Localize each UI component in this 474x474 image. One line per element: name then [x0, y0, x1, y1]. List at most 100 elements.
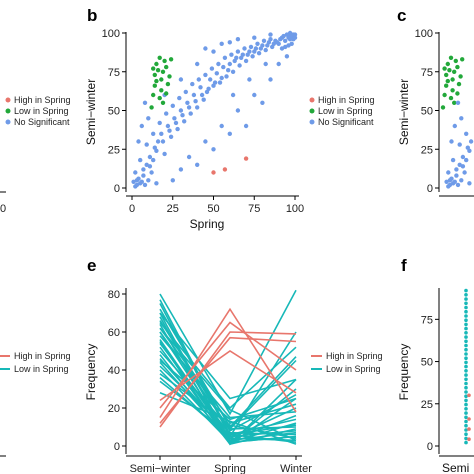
strip-point [464, 385, 468, 390]
strip-point [464, 419, 468, 424]
scatter-point [196, 77, 201, 82]
scatter-point [271, 41, 276, 46]
strip-point [464, 390, 468, 394]
y-tick-label: 25 [108, 144, 120, 156]
scatter-point [243, 156, 249, 161]
scatter-point [147, 164, 153, 169]
scatter-point [211, 170, 216, 175]
scatter-point [247, 77, 252, 82]
strip-point [464, 356, 468, 361]
scatter-point [243, 123, 249, 129]
scatter-point [263, 61, 268, 67]
scatter-point [286, 43, 291, 48]
y-tick-label: 50 [421, 106, 433, 118]
scatter-point [452, 179, 457, 184]
scatter-point [283, 44, 288, 50]
series-line [159, 350, 297, 402]
scatter-point [230, 92, 236, 98]
legend-label-low: Low in Spring [326, 364, 381, 374]
scatter-point [203, 72, 208, 78]
scatter-point [447, 178, 453, 183]
scatter-point [160, 100, 166, 106]
scatter-point [206, 86, 211, 92]
legend-swatch-low [309, 108, 315, 114]
scatter-point [198, 85, 203, 90]
series-line [159, 336, 297, 424]
scatter-point [186, 154, 192, 160]
scatter-point [219, 41, 224, 46]
scatter-point [157, 120, 162, 126]
scatter-point [457, 142, 462, 147]
scatter-point [142, 182, 148, 188]
scatter-point [154, 148, 159, 153]
scatter-point [222, 55, 228, 60]
scatter-point [160, 69, 166, 75]
scatter-point [235, 49, 241, 54]
strip-point [464, 394, 468, 399]
scatter-point [154, 78, 159, 84]
scatter-point [453, 58, 458, 64]
y-tick-label: 0 [427, 441, 433, 453]
scatter-point [190, 81, 195, 87]
scatter-point [219, 123, 224, 129]
scatter-point [265, 43, 270, 48]
scatter-point [445, 61, 450, 67]
panel-a-legend: High in Spring Low in Spring No Signific… [5, 95, 71, 127]
scatter-point [138, 157, 143, 163]
scatter-point [201, 97, 206, 102]
y-tick-label: 80 [108, 289, 120, 301]
scatter-point [164, 91, 169, 96]
series-line [159, 321, 297, 410]
scatter-point [458, 74, 463, 79]
x-tick-label: 50 [207, 203, 219, 215]
scatter-point [180, 113, 185, 118]
scatter-point [448, 95, 454, 101]
scatter-point [467, 148, 472, 153]
strip-point [464, 360, 468, 365]
y-tick-label: 0 [427, 183, 433, 195]
scatter-point [232, 58, 237, 64]
scatter-point [221, 64, 226, 70]
scatter-point [151, 131, 156, 136]
scatter-point [462, 170, 467, 175]
scatter-point [178, 77, 184, 82]
scatter-point [165, 123, 171, 129]
scatter-point [160, 139, 166, 144]
scatter-point [195, 61, 200, 67]
strip-point [464, 364, 468, 369]
panel-c-y-ticks: 0 25 50 75 100 [415, 28, 439, 195]
scatter-point [168, 134, 174, 139]
strip-point [464, 440, 468, 445]
panel-b-letter: b [87, 6, 97, 25]
scatter-point [449, 139, 454, 144]
scatter-point [146, 178, 151, 183]
scatter-point [162, 151, 167, 157]
panel-b-y-ticks: 0 25 50 75 100 [102, 28, 126, 195]
scatter-point [464, 131, 469, 136]
legend-label-high: High in Spring [326, 351, 383, 361]
scatter-point [157, 95, 162, 101]
scatter-point [460, 164, 466, 169]
scatter-point [292, 32, 298, 37]
scatter-point [442, 66, 447, 71]
strip-point [464, 339, 468, 344]
y-tick-label: 25 [421, 144, 433, 156]
scatter-point [227, 61, 232, 67]
strip-point [464, 343, 468, 348]
panel-c-scatter-partial: 0 25 50 75 100 Semi−winter [397, 28, 474, 197]
panel-e-line-chart: 0 20 40 60 80 Semi−winter Spring Winter Freque… [84, 288, 312, 474]
scatter-point [260, 100, 265, 106]
scatter-point [268, 32, 273, 37]
scatter-point [186, 105, 192, 110]
scatter-point [452, 100, 457, 106]
strip-point [464, 335, 468, 339]
scatter-point [229, 52, 234, 57]
scatter-point [183, 89, 188, 95]
scatter-point [157, 55, 162, 60]
scatter-point [134, 182, 140, 188]
scatter-point [242, 46, 247, 51]
strip-point [464, 322, 468, 327]
y-tick-label: 50 [108, 106, 120, 118]
scatter-point [263, 47, 268, 53]
